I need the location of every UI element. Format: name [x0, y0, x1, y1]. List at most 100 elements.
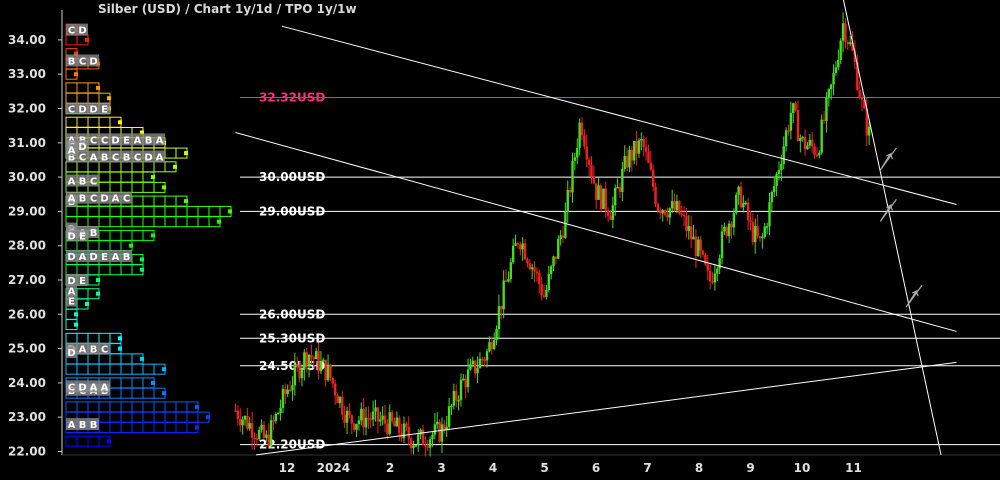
- tpo-cell: [131, 363, 144, 375]
- tpo-letter: D: [78, 382, 86, 393]
- candle-body: [345, 410, 349, 423]
- tpo-cell: [208, 205, 221, 217]
- tpo-cell: [153, 421, 166, 433]
- candle-body: [362, 408, 365, 428]
- candle-body: [552, 256, 555, 267]
- tpo-row-end: [151, 175, 155, 180]
- tpo-cell: [109, 240, 122, 252]
- tpo-cell: [109, 363, 122, 375]
- tpo-cell: [120, 216, 133, 228]
- candle-body: [319, 361, 323, 372]
- candle-body: [462, 378, 465, 381]
- tpo-cell: [131, 181, 144, 193]
- tpo-letter-box: [66, 284, 77, 297]
- x-tick-label: 12: [279, 461, 296, 475]
- tpo-cell: [98, 411, 111, 423]
- candle-body: [708, 270, 712, 282]
- tpo-cell: [142, 387, 155, 399]
- candle-body: [867, 126, 871, 136]
- candle-body: [837, 60, 840, 68]
- candle-body: [789, 113, 793, 131]
- candle-body: [412, 445, 415, 449]
- tpo-letter-box: [110, 133, 121, 146]
- tpo-letter-box: [99, 133, 110, 146]
- candle-body: [464, 378, 467, 388]
- tpo-letter: B: [123, 153, 131, 164]
- candle-body: [604, 188, 607, 211]
- tpo-cell: [164, 421, 177, 433]
- candle-body: [739, 186, 743, 208]
- tpo-cell: [109, 229, 122, 241]
- tpo-letter: C: [68, 26, 75, 37]
- level-label: 29.00USD: [259, 204, 325, 218]
- tpo-row-end: [74, 312, 78, 317]
- tpo-cell: [65, 82, 78, 94]
- candle-body: [737, 186, 740, 195]
- candle-body: [488, 342, 491, 352]
- tpo-letter-box: [99, 342, 110, 355]
- candle-body: [787, 130, 790, 132]
- tpo-letter-box: [154, 133, 165, 146]
- trendline: [842, 0, 942, 456]
- tpo-cell: [131, 421, 144, 433]
- tpo-cell: [131, 205, 144, 217]
- candle-body: [611, 205, 615, 220]
- candle-body: [540, 284, 543, 296]
- candle-body: [559, 235, 562, 240]
- candle-body: [689, 226, 693, 240]
- candle-body: [250, 423, 254, 438]
- tpo-cell: [87, 240, 100, 252]
- candle-body: [265, 434, 268, 438]
- candle-body: [590, 164, 593, 177]
- tpo-letter: A: [68, 286, 76, 297]
- tpo-cell: [98, 116, 111, 128]
- tpo-profile: CDBCDCDDEABCCDEABABCDACABCBCDAABCBABCDAC…: [65, 23, 232, 447]
- tpo-letter-box: [88, 380, 99, 393]
- candle-body: [623, 155, 626, 169]
- candle-body: [355, 424, 358, 430]
- candle-body: [640, 139, 643, 141]
- candle-body: [780, 164, 783, 170]
- candle-body: [794, 103, 797, 111]
- candle-body: [654, 186, 657, 205]
- tpo-letter: A: [79, 345, 87, 356]
- tpo-letter: E: [101, 105, 108, 116]
- candle-body: [863, 99, 866, 109]
- candle-body: [585, 146, 588, 160]
- candle-body: [530, 267, 534, 270]
- candle-body: [307, 354, 311, 366]
- tpo-letter: B: [90, 228, 98, 239]
- tpo-letter: A: [156, 135, 164, 146]
- candle-body: [806, 145, 809, 150]
- tpo-cell: [164, 216, 177, 228]
- candle-body: [595, 183, 598, 200]
- tpo-letter-box: [77, 342, 88, 355]
- candle-body: [521, 243, 524, 250]
- candle-body: [523, 243, 527, 260]
- tpo-cell: [186, 411, 199, 423]
- candle-body: [317, 351, 320, 372]
- candle-body: [813, 146, 816, 155]
- tpo-letter-box: [110, 150, 121, 163]
- tpo-row-end: [96, 85, 100, 90]
- tpo-cell: [120, 363, 133, 375]
- candle-body: [628, 149, 631, 168]
- tpo-row-end: [85, 37, 89, 42]
- tpo-letter-box: [143, 150, 154, 163]
- tpo-row-end: [140, 130, 144, 135]
- tpo-row-end: [162, 391, 166, 396]
- candle-body: [701, 250, 705, 255]
- tpo-letter-box: [66, 102, 77, 115]
- tpo-letter: B: [79, 194, 87, 205]
- y-tick-label: 23.00: [8, 410, 46, 424]
- tpo-cell: [142, 181, 155, 193]
- candle-body: [616, 186, 619, 189]
- candle-body: [352, 423, 356, 430]
- arrow-marker: [879, 147, 897, 171]
- tpo-letter: C: [79, 56, 86, 67]
- candle-body: [533, 267, 536, 272]
- tpo-cell: [164, 411, 177, 423]
- candle-body: [381, 415, 384, 420]
- tpo-letter-box: [77, 150, 88, 163]
- candle-body: [825, 97, 828, 121]
